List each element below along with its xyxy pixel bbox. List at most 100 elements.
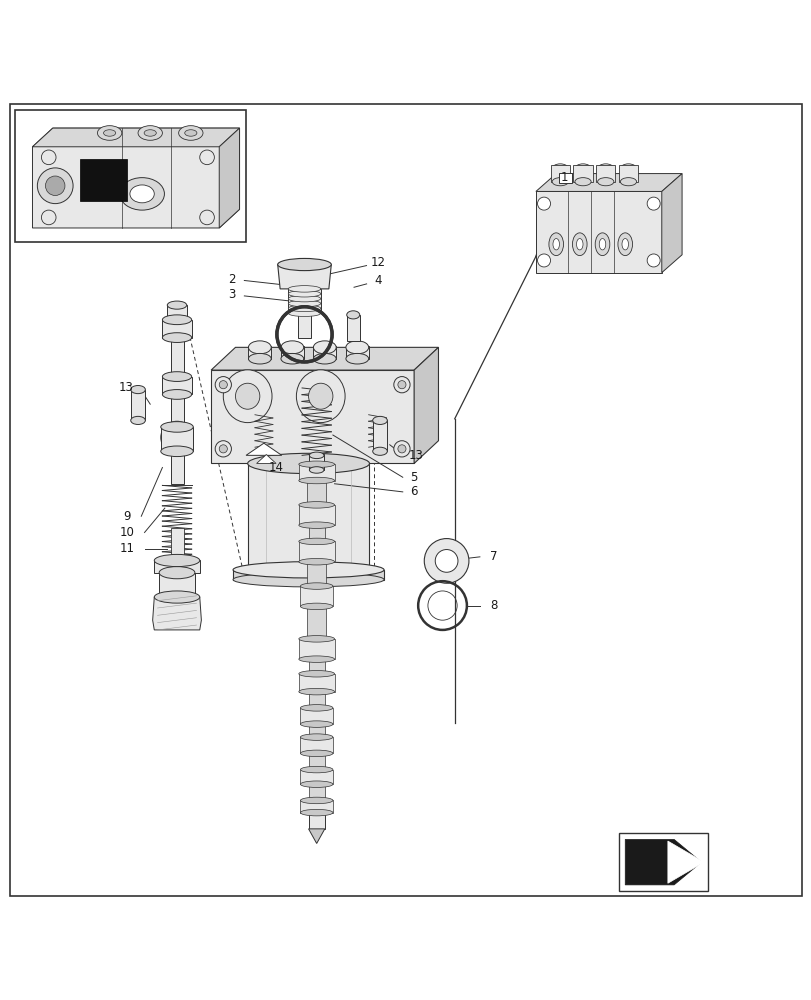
- Bar: [308, 724, 324, 737]
- Ellipse shape: [617, 233, 632, 256]
- Circle shape: [646, 254, 659, 267]
- Ellipse shape: [235, 383, 260, 409]
- Text: 2: 2: [228, 273, 236, 286]
- Polygon shape: [277, 265, 331, 289]
- Ellipse shape: [277, 258, 331, 271]
- Text: 7: 7: [489, 550, 497, 563]
- Circle shape: [215, 377, 231, 393]
- Bar: [167, 305, 187, 321]
- Bar: [346, 315, 359, 341]
- Ellipse shape: [248, 341, 271, 354]
- Ellipse shape: [572, 233, 586, 256]
- Ellipse shape: [167, 301, 187, 309]
- Ellipse shape: [162, 390, 191, 399]
- Bar: [307, 481, 326, 505]
- Bar: [298, 541, 334, 562]
- Polygon shape: [256, 455, 276, 463]
- Ellipse shape: [138, 126, 162, 140]
- Circle shape: [397, 445, 406, 453]
- Polygon shape: [211, 347, 438, 370]
- Ellipse shape: [300, 603, 333, 610]
- Ellipse shape: [131, 416, 145, 424]
- Text: 11: 11: [120, 542, 135, 555]
- Circle shape: [200, 150, 214, 165]
- Text: 5: 5: [410, 471, 418, 484]
- Ellipse shape: [161, 422, 193, 432]
- Polygon shape: [308, 829, 324, 843]
- Ellipse shape: [288, 310, 320, 316]
- Ellipse shape: [248, 353, 271, 364]
- Bar: [161, 427, 193, 451]
- Ellipse shape: [288, 300, 320, 307]
- Bar: [131, 390, 145, 420]
- Circle shape: [646, 197, 659, 210]
- Ellipse shape: [178, 126, 203, 140]
- Ellipse shape: [346, 311, 359, 319]
- Text: 13: 13: [118, 381, 133, 394]
- Bar: [300, 737, 333, 753]
- Circle shape: [45, 176, 65, 196]
- Ellipse shape: [300, 721, 333, 727]
- Bar: [288, 289, 320, 313]
- Ellipse shape: [162, 372, 191, 381]
- Bar: [550, 165, 569, 182]
- Bar: [170, 450, 183, 484]
- Bar: [573, 165, 592, 182]
- Bar: [618, 165, 637, 182]
- Bar: [300, 770, 333, 784]
- Ellipse shape: [313, 353, 336, 364]
- Bar: [281, 346, 303, 359]
- Bar: [162, 377, 191, 394]
- Bar: [300, 708, 333, 724]
- Ellipse shape: [620, 178, 636, 186]
- Polygon shape: [247, 463, 369, 573]
- Ellipse shape: [300, 797, 333, 804]
- Ellipse shape: [345, 353, 368, 364]
- Ellipse shape: [298, 688, 334, 695]
- Ellipse shape: [313, 341, 336, 354]
- Text: 8: 8: [489, 599, 497, 612]
- Circle shape: [200, 210, 214, 225]
- Ellipse shape: [288, 286, 320, 292]
- Bar: [15, 110, 246, 242]
- Ellipse shape: [159, 567, 195, 579]
- Ellipse shape: [298, 538, 334, 545]
- Polygon shape: [246, 443, 281, 455]
- Circle shape: [393, 377, 410, 393]
- Ellipse shape: [574, 164, 590, 174]
- Ellipse shape: [308, 383, 333, 409]
- Bar: [618, 833, 707, 891]
- Bar: [307, 562, 326, 586]
- Polygon shape: [32, 128, 239, 147]
- Ellipse shape: [298, 477, 334, 484]
- Bar: [154, 560, 200, 573]
- Ellipse shape: [247, 564, 369, 582]
- Circle shape: [161, 421, 193, 454]
- Ellipse shape: [300, 705, 333, 711]
- Ellipse shape: [233, 562, 384, 578]
- Text: 6: 6: [410, 485, 418, 498]
- Bar: [79, 159, 127, 201]
- Ellipse shape: [119, 178, 164, 210]
- Bar: [309, 454, 324, 470]
- Polygon shape: [667, 841, 703, 883]
- Bar: [300, 800, 333, 813]
- Ellipse shape: [161, 446, 193, 457]
- Ellipse shape: [281, 341, 303, 354]
- Text: 9: 9: [123, 510, 131, 523]
- Circle shape: [219, 445, 227, 453]
- Bar: [248, 346, 271, 359]
- Polygon shape: [535, 174, 681, 191]
- Circle shape: [37, 168, 73, 204]
- Ellipse shape: [300, 583, 333, 589]
- Circle shape: [215, 441, 231, 457]
- Bar: [308, 784, 324, 800]
- Bar: [595, 165, 615, 182]
- Ellipse shape: [162, 315, 191, 325]
- Bar: [345, 346, 368, 359]
- Bar: [298, 639, 334, 659]
- Circle shape: [537, 197, 550, 210]
- Bar: [298, 313, 311, 338]
- Ellipse shape: [298, 461, 334, 468]
- Text: 14: 14: [268, 461, 283, 474]
